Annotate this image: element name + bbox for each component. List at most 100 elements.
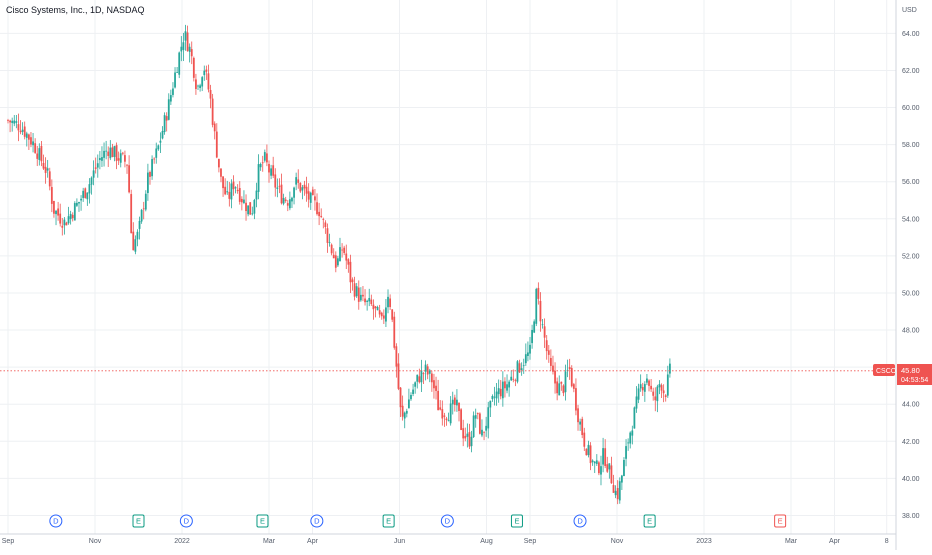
candle [153, 157, 156, 164]
candle-body [63, 219, 66, 226]
candle [639, 374, 642, 392]
candle [266, 144, 268, 167]
candle [493, 386, 496, 406]
candle-body [524, 354, 527, 364]
candle [602, 437, 604, 473]
candle-body [73, 203, 76, 221]
earnings-marker-icon[interactable]: E [382, 514, 395, 528]
candle-body [426, 366, 429, 375]
candle [314, 189, 316, 211]
candle [476, 412, 479, 420]
dividend-marker-icon[interactable]: D [573, 514, 587, 528]
candle [395, 343, 398, 378]
candle [142, 201, 145, 220]
earnings-marker-icon[interactable]: E [774, 514, 787, 528]
candle-body [119, 153, 122, 163]
candle-body [618, 481, 621, 501]
candle-body [531, 329, 533, 344]
candle-body [291, 197, 293, 202]
candle [109, 140, 112, 161]
candle [485, 416, 488, 437]
candle-body [445, 418, 448, 421]
candle [334, 251, 337, 273]
candles [7, 24, 671, 505]
candle-body [274, 174, 277, 188]
event-marker-letter: D [445, 517, 451, 526]
price-badge-bg [897, 364, 932, 385]
dividend-marker-icon[interactable]: D [310, 514, 324, 528]
candle [61, 217, 64, 236]
earnings-marker-icon[interactable]: E [643, 514, 656, 528]
candle-body [142, 208, 145, 210]
candle [86, 192, 89, 206]
candle-body [98, 158, 101, 161]
candle [249, 202, 252, 215]
candle [424, 360, 427, 381]
candle [42, 154, 45, 171]
candle-body [483, 431, 485, 433]
candle [303, 180, 306, 196]
candle-body [372, 304, 375, 310]
candle-body [21, 129, 24, 132]
candle-body [215, 131, 218, 158]
candle [499, 380, 502, 400]
candle-body [40, 145, 43, 162]
candle [157, 144, 160, 151]
dividend-marker-icon[interactable]: D [179, 514, 193, 528]
dividend-marker-icon[interactable]: D [49, 514, 63, 528]
candle [648, 379, 650, 392]
earnings-marker-icon[interactable]: E [256, 514, 269, 528]
candle [428, 368, 431, 383]
candle [36, 145, 39, 167]
candle [545, 335, 548, 360]
candle-body [266, 153, 268, 163]
candle-body [113, 146, 116, 157]
candle-body [57, 208, 60, 216]
candle-body [564, 371, 567, 393]
candle-body [261, 162, 264, 164]
candle-body [88, 184, 91, 194]
candle-body [397, 363, 400, 389]
candle [34, 138, 37, 154]
candle [282, 193, 285, 206]
candle [115, 142, 118, 170]
candle-body [188, 46, 191, 52]
candle-body [207, 73, 210, 90]
candle-body [460, 409, 462, 430]
candle [600, 455, 602, 486]
dividend-marker-icon[interactable]: D [440, 514, 454, 528]
candle-body [236, 189, 239, 192]
candle [372, 299, 375, 320]
candle [50, 179, 53, 213]
candle-body [635, 396, 638, 409]
candle-body [430, 373, 433, 383]
earnings-marker-icon[interactable]: E [132, 514, 145, 528]
candle [552, 355, 554, 375]
candle [69, 210, 72, 225]
candle-body [316, 202, 318, 215]
candle-body [117, 158, 120, 161]
candle [374, 306, 377, 318]
candle [293, 186, 295, 205]
candle-body [288, 199, 291, 209]
earnings-marker-icon[interactable]: E [510, 514, 523, 528]
candle-body [247, 205, 250, 215]
candle [341, 243, 343, 258]
time-scale-labels: Sep Nov 2022 Mar Apr Jun Aug Sep Nov 2023 Mar Apr 8 [2, 538, 889, 545]
candle-body [620, 475, 623, 483]
candle-body [69, 213, 72, 220]
candle-body [631, 430, 634, 436]
candle [664, 394, 667, 402]
candle-body [238, 188, 241, 202]
candle [257, 154, 260, 200]
candle [422, 372, 425, 385]
candle-body [537, 287, 540, 299]
dividend-marker-shape [440, 514, 454, 528]
time-tick-label: Mar [785, 538, 798, 545]
candle [199, 83, 201, 92]
candle [366, 299, 369, 311]
candle [449, 396, 452, 426]
price-tick-label: 40.00 [902, 476, 920, 483]
candle [318, 202, 321, 226]
